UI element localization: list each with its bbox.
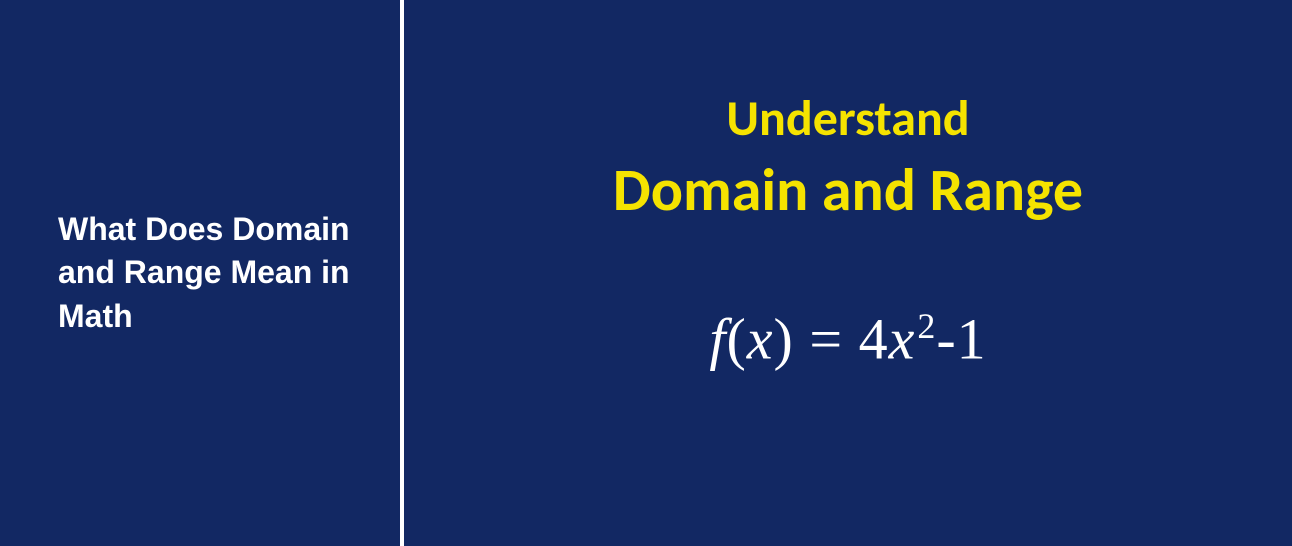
formula-coeff: 4 <box>859 306 889 371</box>
formula-var: x <box>889 306 916 371</box>
formula-open-paren: ( <box>726 306 746 371</box>
heading-block: Understand Domain and Range <box>613 90 1083 225</box>
heading-line2: Domain and Range <box>613 156 1083 225</box>
heading-line1: Understand <box>613 90 1083 148</box>
left-panel: What Does Domain and Range Mean in Math <box>0 0 400 546</box>
formula-tail: -1 <box>936 306 986 371</box>
formula-exp: 2 <box>917 306 936 346</box>
right-panel: Understand Domain and Range f(x) = 4x2-1 <box>404 0 1292 546</box>
formula-close-paren: ) <box>774 306 794 371</box>
formula-equals: = <box>809 306 858 371</box>
formula-func: f <box>709 306 726 371</box>
formula-arg: x <box>747 306 774 371</box>
formula: f(x) = 4x2-1 <box>709 305 986 372</box>
left-panel-title: What Does Domain and Range Mean in Math <box>58 208 360 338</box>
